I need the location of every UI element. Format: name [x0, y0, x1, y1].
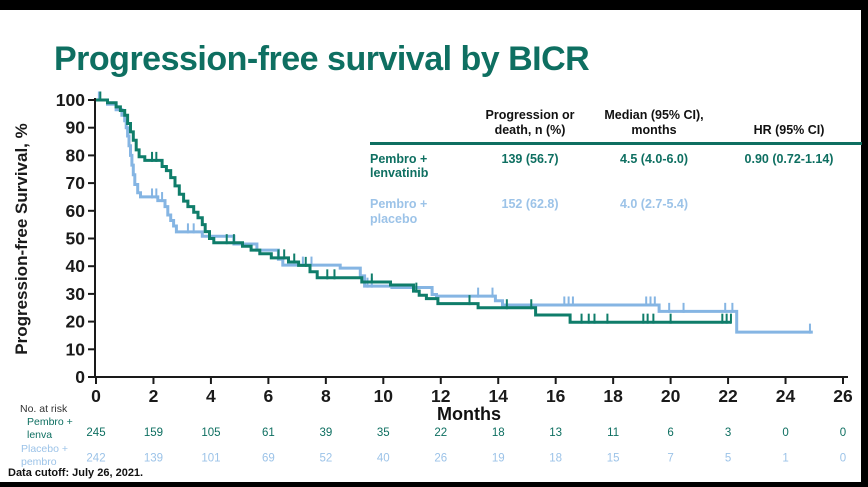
at-risk-value: 139 — [144, 453, 163, 465]
at-risk-value: 22 — [434, 427, 447, 439]
at-risk-value: 18 — [549, 453, 562, 465]
x-tick-label: 14 — [488, 386, 508, 406]
at-risk-row-label-pembro-lenva: Pembro + lenva — [27, 416, 73, 441]
table-cell: 139 (56.7) — [501, 151, 559, 166]
x-tick-label: 6 — [264, 386, 274, 406]
x-tick-label: 20 — [661, 386, 681, 406]
at-risk-value: 245 — [86, 427, 105, 439]
table-header-cell-1: Progression or death, n (%) — [485, 108, 575, 137]
y-tick-label: 70 — [66, 173, 86, 193]
y-tick-label: 80 — [66, 145, 86, 165]
km-curve-pembro-placebo — [96, 98, 813, 334]
at-risk-value: 26 — [434, 453, 447, 465]
table-cell — [716, 181, 862, 227]
slide-title: Progression-free survival by BICR — [54, 40, 590, 78]
at-risk-value: 40 — [377, 453, 390, 465]
at-risk-value: 105 — [201, 427, 220, 439]
at-risk-value: 15 — [607, 453, 620, 465]
at-risk-value: 13 — [549, 427, 562, 439]
table-cell: 4.5 (4.0-6.0) — [619, 151, 689, 166]
at-risk-value: 242 — [86, 453, 105, 465]
top-border-bar — [0, 0, 868, 10]
table-cell: 4.0 (2.7-5.4) — [619, 197, 689, 211]
y-tick-label: 40 — [66, 256, 86, 276]
data-cutoff-note: Data cutoff: July 26, 2021. — [8, 467, 144, 479]
at-risk-value: 0 — [840, 453, 846, 465]
y-tick-label: 10 — [66, 339, 86, 359]
x-tick-label: 4 — [206, 386, 216, 406]
at-risk-row-label-placebo-pembro: Placebo + pembro — [21, 443, 68, 468]
y-tick-label: 60 — [66, 201, 86, 221]
at-risk-value: 39 — [319, 427, 332, 439]
x-tick-label: 16 — [546, 386, 566, 406]
right-border-bar — [861, 0, 868, 487]
table-header-cell-3: HR (95% CI) — [753, 122, 825, 137]
at-risk-value: 3 — [725, 427, 731, 439]
table-header-cell-2: Median (95% CI), months — [604, 108, 704, 137]
x-tick-label: 8 — [321, 386, 331, 406]
x-tick-label: 0 — [91, 386, 101, 406]
x-tick-label: 18 — [603, 386, 623, 406]
y-tick-label: 20 — [66, 312, 86, 332]
at-risk-value: 18 — [492, 427, 505, 439]
x-tick-label: 24 — [776, 386, 796, 406]
at-risk-value: 69 — [262, 453, 275, 465]
x-tick-label: 22 — [718, 386, 738, 406]
x-tick-label: 2 — [149, 386, 159, 406]
y-tick-label: 100 — [56, 90, 85, 110]
at-risk-value: 7 — [667, 453, 673, 465]
at-risk-value: 0 — [782, 427, 788, 439]
km-curve-pembro-lenvatinib — [96, 98, 731, 324]
table-row-label: Pembro + placebo — [370, 197, 428, 226]
at-risk-value: 101 — [201, 453, 220, 465]
at-risk-value: 52 — [319, 453, 332, 465]
at-risk-value: 11 — [607, 427, 619, 439]
x-tick-label: 10 — [374, 386, 394, 406]
y-tick-label: 50 — [66, 229, 86, 249]
at-risk-value: 35 — [377, 427, 390, 439]
table-cell: 0.90 (0.72-1.14) — [744, 151, 834, 166]
table-cell: 152 (62.8) — [501, 197, 559, 211]
survival-curves — [96, 91, 813, 334]
bottom-border-bar — [0, 482, 868, 487]
table-header-rule — [370, 141, 862, 145]
at-risk-value: 0 — [840, 427, 846, 439]
table-row-label: Pembro + lenvatinib — [370, 151, 429, 181]
at-risk-value: 6 — [667, 427, 673, 439]
y-tick-label: 30 — [66, 284, 86, 304]
summary-table: Progression or death, n (%) Median (95% C… — [370, 108, 862, 227]
at-risk-value: 19 — [492, 453, 505, 465]
x-tick-label: 26 — [833, 386, 853, 406]
y-tick-label: 90 — [66, 118, 86, 138]
at-risk-value: 5 — [725, 453, 731, 465]
x-tick-label: 12 — [431, 386, 451, 406]
at-risk-value: 61 — [262, 427, 275, 439]
at-risk-heading: No. at risk — [20, 403, 68, 415]
x-axis-title: Months — [437, 404, 501, 424]
y-tick-label: 0 — [75, 367, 85, 387]
at-risk-value: 159 — [144, 427, 163, 439]
at-risk-value: 1 — [782, 453, 788, 465]
